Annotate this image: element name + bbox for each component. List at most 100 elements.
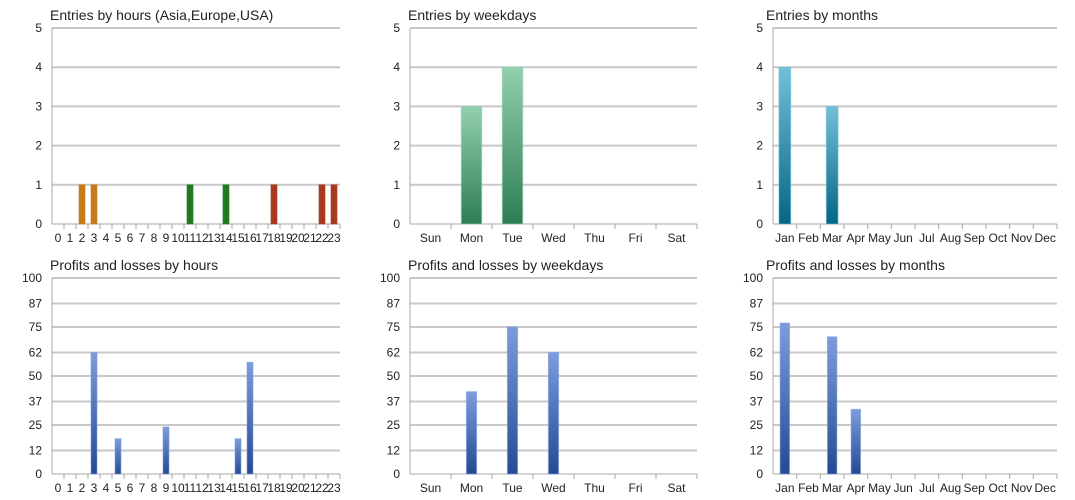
x-tick-label: 0: [55, 231, 62, 245]
x-tick-label: 20: [291, 481, 305, 495]
x-tick-label: 11: [184, 231, 197, 245]
x-tick-label: Fri: [629, 231, 643, 245]
x-tick-label: 0: [55, 481, 62, 495]
y-tick-label: 37: [387, 394, 401, 408]
x-tick-label: 17: [255, 481, 269, 495]
y-tick-label: 2: [756, 139, 763, 153]
y-tick-label: 3: [756, 99, 763, 113]
bar-Tue: [501, 66, 524, 225]
bar-3: [90, 351, 98, 475]
x-tick-label: Tue: [502, 231, 523, 245]
x-tick-label: Tue: [502, 481, 523, 495]
bar-Apr: [850, 408, 862, 475]
bar-Jan: [778, 66, 792, 225]
x-tick-label: 7: [139, 481, 146, 495]
x-tick-label: 15: [231, 481, 245, 495]
chart-title: Entries by hours (Asia,Europe,USA): [50, 7, 273, 23]
bar-18: [270, 184, 278, 225]
chart-1: Entries by weekdays 0 1 2 3 4 5 Sun Mon Tue Wed Thu…: [393, 7, 698, 245]
x-tick-label: Wed: [541, 481, 565, 495]
y-tick-label: 37: [29, 394, 43, 408]
x-tick-label: 23: [327, 481, 341, 495]
chart-4: Profits and losses by weekdays 0 12 25 37 50 6…: [380, 257, 698, 495]
x-tick-label: Jan: [775, 481, 794, 495]
x-tick-label: Jul: [919, 231, 934, 245]
bar-Wed: [547, 351, 560, 475]
bar-15: [234, 438, 242, 475]
bar-23: [330, 184, 338, 225]
y-tick-label: 62: [750, 345, 764, 359]
x-tick-label: Sat: [667, 481, 686, 495]
y-tick-label: 0: [393, 217, 400, 231]
x-tick-label: Feb: [798, 481, 819, 495]
y-tick-label: 1: [35, 178, 42, 192]
x-tick-label: 5: [115, 231, 122, 245]
y-tick-label: 0: [756, 467, 763, 481]
y-tick-label: 87: [750, 296, 764, 310]
x-tick-label: Sun: [420, 231, 441, 245]
x-tick-label: Apr: [846, 231, 865, 245]
bar-5: [114, 438, 122, 475]
x-tick-label: 9: [163, 481, 170, 495]
x-tick-label: Fri: [629, 481, 643, 495]
x-tick-label: 23: [327, 231, 341, 245]
x-tick-label: 17: [255, 231, 269, 245]
bar-Mar: [826, 336, 838, 475]
x-tick-label: 4: [103, 231, 110, 245]
y-tick-label: 100: [743, 271, 763, 285]
bar-Tue: [506, 326, 519, 475]
x-tick-label: Jan: [775, 231, 794, 245]
y-tick-label: 87: [387, 296, 401, 310]
y-tick-label: 25: [29, 418, 43, 432]
x-tick-label: Mon: [460, 231, 483, 245]
y-tick-label: 50: [29, 369, 43, 383]
x-tick-label: Jun: [893, 231, 912, 245]
y-tick-label: 0: [35, 217, 42, 231]
x-tick-label: Thu: [584, 231, 605, 245]
x-tick-label: 16: [243, 231, 257, 245]
chart-3: Profits and losses by hours0122537506275…: [22, 257, 341, 495]
x-tick-label: May: [868, 231, 891, 245]
y-tick-label: 2: [35, 139, 42, 153]
x-tick-label: 1: [67, 481, 74, 495]
x-tick-label: 7: [139, 231, 146, 245]
x-tick-label: 22: [315, 231, 329, 245]
x-tick-label: 4: [103, 481, 110, 495]
bar-9: [162, 426, 170, 475]
x-tick-label: Dec: [1034, 231, 1055, 245]
chart-title: Entries by months: [766, 7, 878, 23]
y-tick-label: 87: [29, 296, 43, 310]
x-tick-label: Wed: [541, 231, 565, 245]
y-tick-label: 0: [756, 217, 763, 231]
x-tick-label: 14: [219, 481, 233, 495]
x-tick-label: Sep: [963, 481, 985, 495]
chart-title: Profits and losses by weekdays: [408, 257, 603, 273]
x-tick-label: Oct: [988, 481, 1007, 495]
x-tick-label: Nov: [1011, 231, 1032, 245]
x-tick-label: Apr: [846, 481, 865, 495]
x-tick-label: 13: [207, 481, 221, 495]
x-tick-label: Sep: [963, 231, 985, 245]
x-tick-label: 3: [91, 481, 98, 495]
x-tick-label: 12: [195, 481, 209, 495]
chart-5: Profits and losses by months 0 12 25 37 50 62 7…: [743, 257, 1058, 495]
y-tick-label: 50: [387, 369, 401, 383]
y-tick-label: 50: [750, 369, 764, 383]
x-tick-label: 14: [219, 231, 233, 245]
x-tick-label: 11: [184, 481, 197, 495]
x-tick-label: Oct: [988, 231, 1007, 245]
x-tick-label: 16: [243, 481, 257, 495]
bar-11: [186, 184, 194, 225]
chart-title: Profits and losses by hours: [50, 257, 218, 273]
y-tick-label: 12: [387, 443, 401, 457]
y-tick-label: 5: [35, 21, 42, 35]
bar-2: [78, 184, 86, 225]
x-tick-label: 12: [195, 231, 209, 245]
y-tick-label: 62: [387, 345, 401, 359]
x-tick-label: Mar: [822, 481, 843, 495]
bar-16: [246, 361, 254, 475]
y-tick-label: 4: [393, 60, 400, 74]
x-tick-label: 6: [127, 231, 134, 245]
y-tick-label: 100: [380, 271, 400, 285]
